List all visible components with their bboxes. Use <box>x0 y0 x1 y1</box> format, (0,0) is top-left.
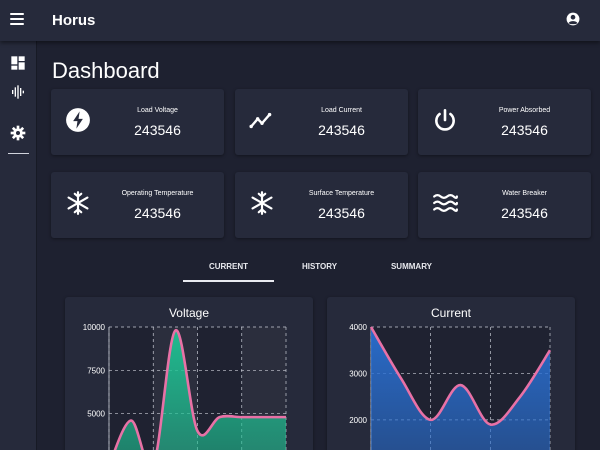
chart-title: Voltage <box>168 306 210 320</box>
card-label: Water Breaker <box>502 190 547 197</box>
card-surface-temperature: Surface Temperature 243546 <box>235 172 408 238</box>
account-icon[interactable] <box>566 12 580 26</box>
power-icon <box>435 108 455 131</box>
series-area <box>371 327 550 450</box>
trending-icon <box>249 112 272 129</box>
y-tick-label: 7500 <box>87 366 105 375</box>
card-power-absorbed: Power Absorbed 243546 <box>418 89 591 155</box>
sidebar-divider <box>8 153 29 154</box>
waves-icon <box>433 194 458 212</box>
y-tick-label: 2000 <box>349 416 367 425</box>
dashboard-icon[interactable] <box>10 55 26 71</box>
y-tick-label: 10000 <box>83 323 106 332</box>
tab-bar: CURRENT HISTORY SUMMARY <box>183 256 463 282</box>
current-chart: 4000 3000 2000 <box>349 323 552 450</box>
card-label: Operating Temperature <box>121 190 194 197</box>
snowflake-icon <box>251 191 273 215</box>
card-value: 243546 <box>134 122 181 138</box>
voltage-chart-card: Voltage 10000 7500 5000 <box>65 297 313 450</box>
page-title: Dashboard <box>52 58 160 83</box>
sidebar <box>0 41 37 450</box>
card-label: Power Absorbed <box>498 107 551 114</box>
lightning-icon <box>66 108 90 132</box>
y-tick-label: 5000 <box>87 410 105 419</box>
series-area <box>114 330 286 450</box>
card-load-voltage: Load Voltage 243546 <box>51 89 224 155</box>
card-value: 243546 <box>134 205 181 221</box>
menu-icon[interactable] <box>10 13 24 27</box>
current-chart-card: Current 4000 3000 2000 <box>327 297 575 450</box>
card-label: Load Voltage <box>137 107 178 114</box>
card-label: Surface Temperature <box>308 190 375 197</box>
series-line <box>113 329 286 450</box>
tab-summary[interactable]: SUMMARY <box>390 262 433 271</box>
card-operating-temperature: Operating Temperature 243546 <box>51 172 224 238</box>
chart-title: Current <box>430 306 471 320</box>
y-tick-label: 3000 <box>349 369 367 378</box>
card-value: 243546 <box>318 205 365 221</box>
tab-current[interactable]: CURRENT <box>183 256 274 282</box>
gear-icon[interactable] <box>10 125 26 141</box>
y-tick-label: 4000 <box>349 323 367 332</box>
tab-history[interactable]: HISTORY <box>301 262 338 271</box>
app-bar: Horus <box>0 0 600 41</box>
card-load-current: Load Current 243546 <box>235 89 408 155</box>
voltage-chart: 10000 7500 5000 <box>83 323 287 450</box>
card-value: 243546 <box>318 122 365 138</box>
snowflake-icon <box>67 191 89 215</box>
app-title: Horus <box>52 12 96 29</box>
card-label: Load Current <box>321 107 362 114</box>
card-value: 243546 <box>501 205 548 221</box>
card-value: 243546 <box>501 122 548 138</box>
series-line <box>369 326 552 426</box>
waveform-icon[interactable] <box>10 84 26 100</box>
card-water-breaker: Water Breaker 243546 <box>418 172 591 238</box>
